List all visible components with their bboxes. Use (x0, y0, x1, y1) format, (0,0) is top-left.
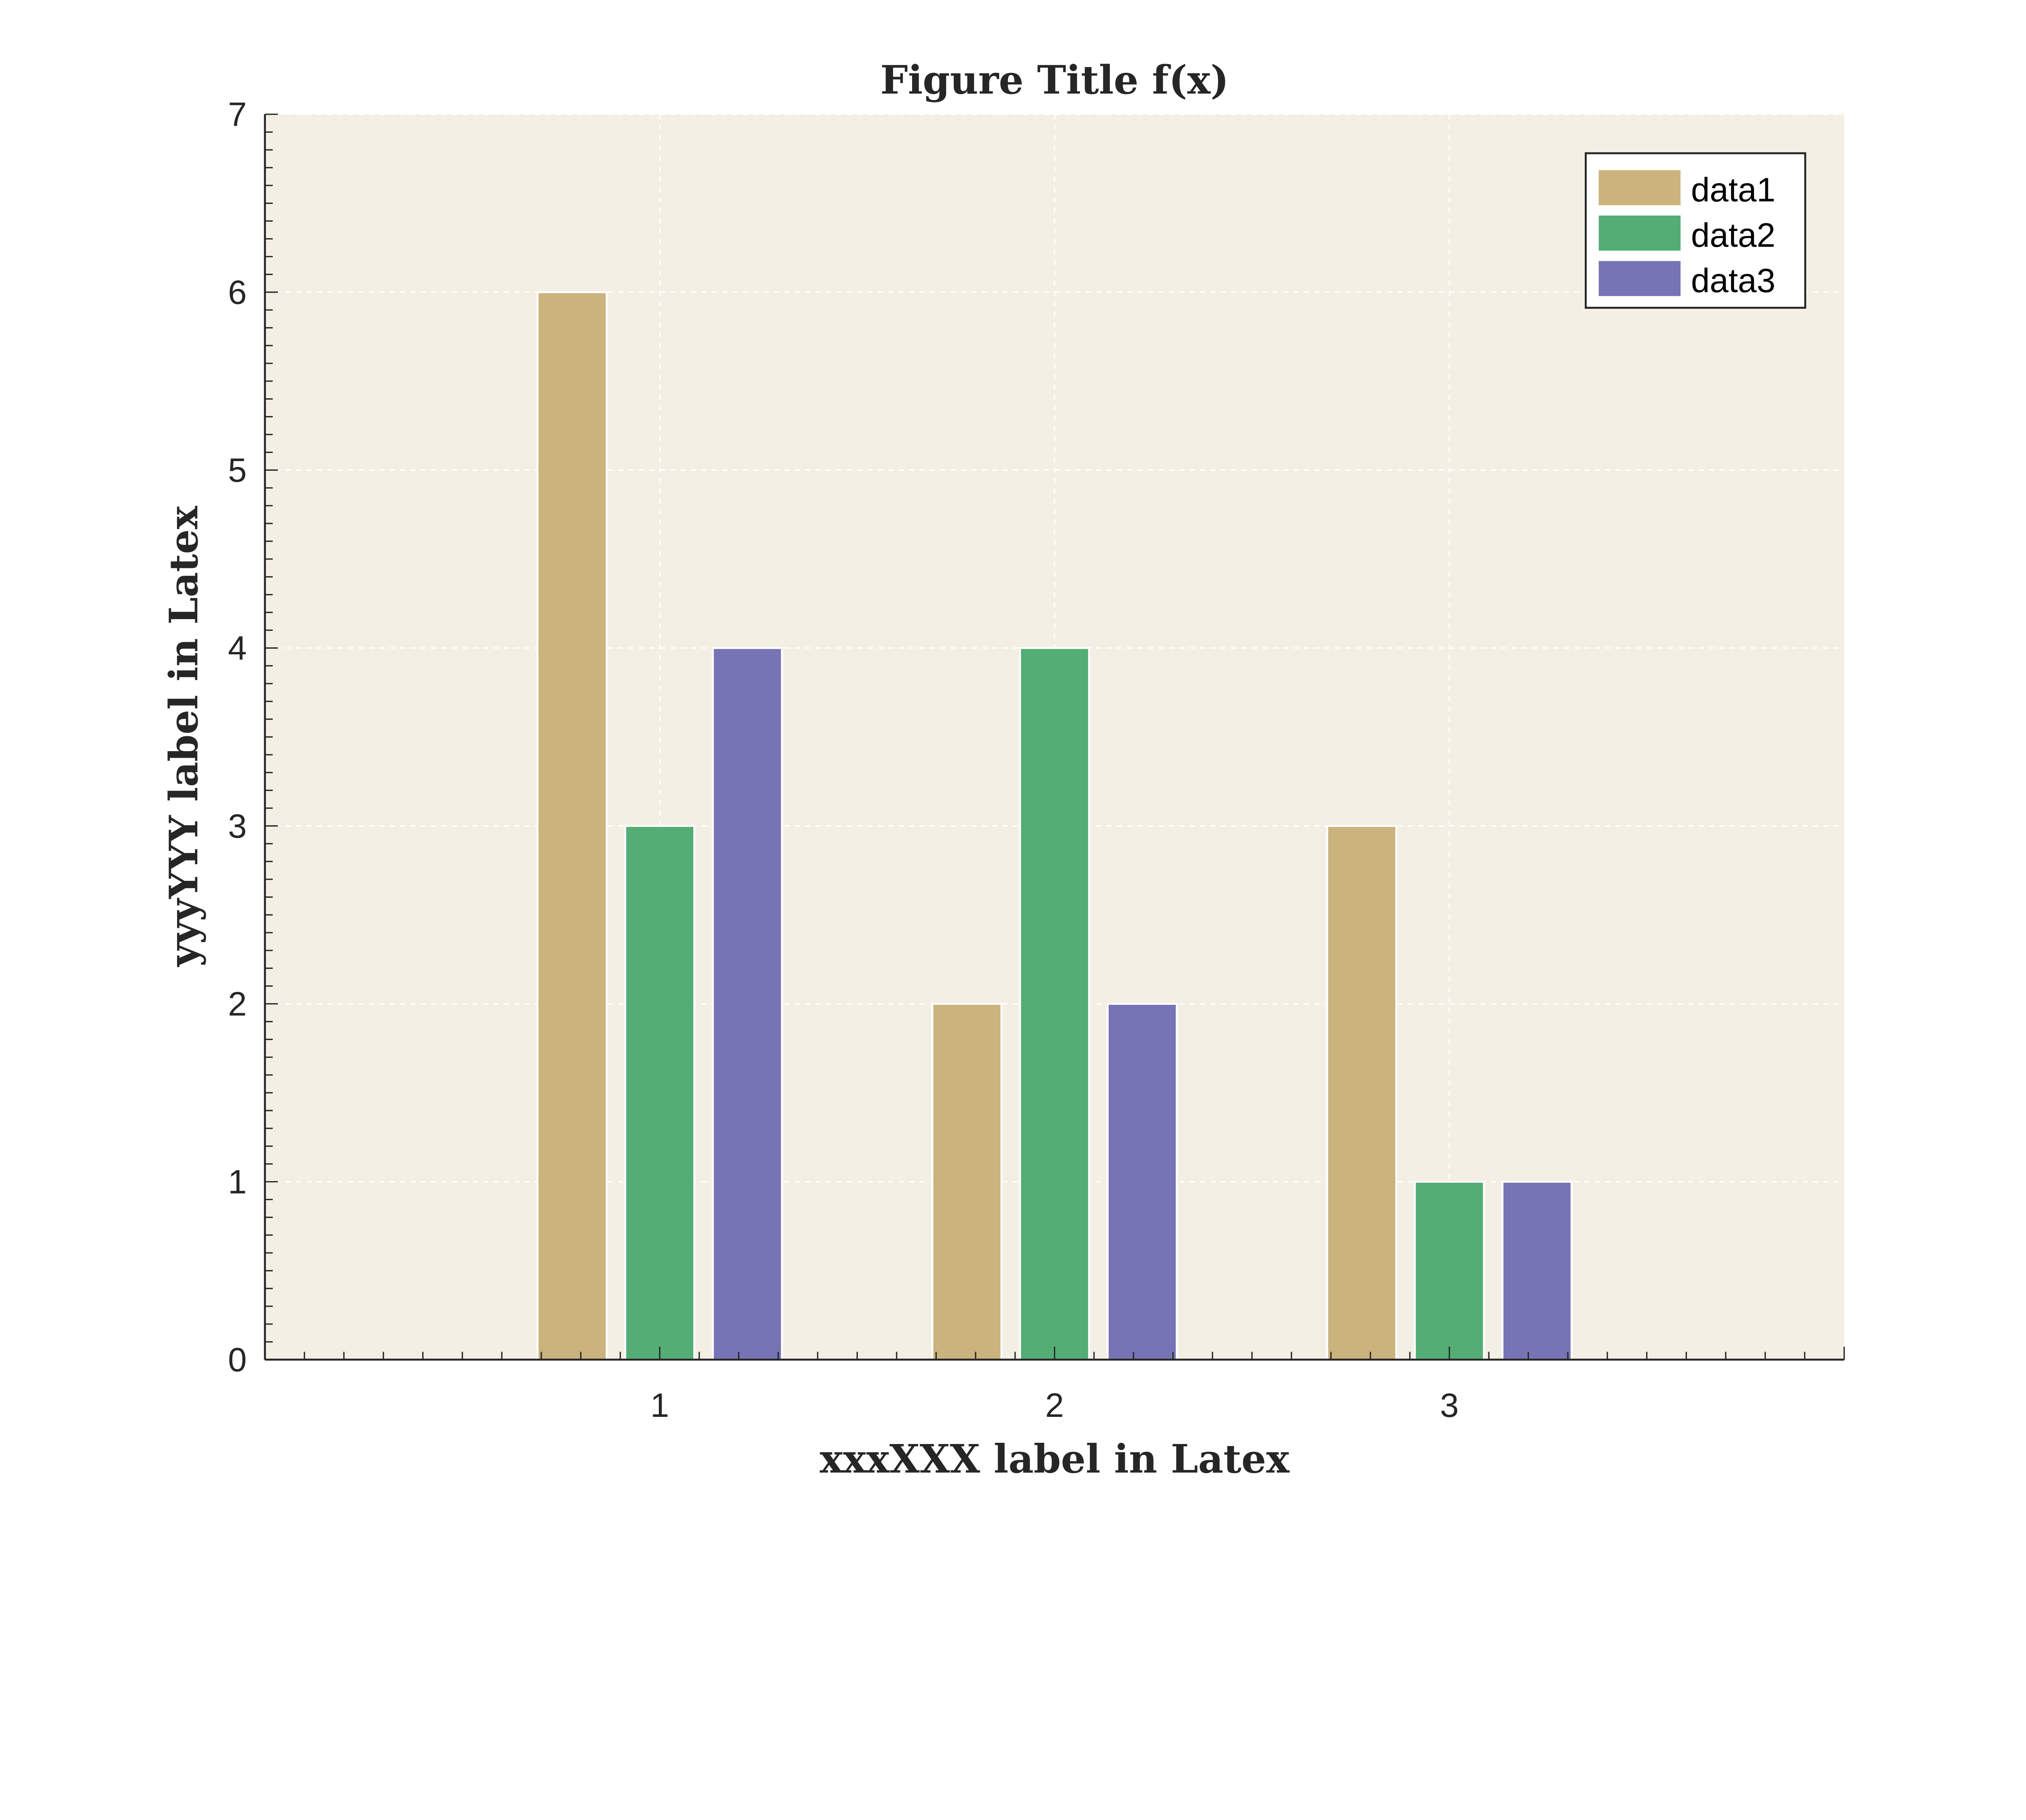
bar-data2 (1414, 1181, 1485, 1361)
y-tick-label: 2 (228, 985, 247, 1023)
legend-label-data3: data3 (1691, 262, 1776, 299)
bar-data3 (712, 647, 783, 1361)
y-tick-label: 6 (228, 273, 247, 311)
legend-swatch-data2 (1599, 216, 1681, 251)
axes (264, 113, 1845, 1361)
x-tick-label: 1 (650, 1386, 669, 1424)
bar-data1 (1326, 825, 1398, 1361)
tick-labels: 1 2 3 0 1 2 3 4 5 6 7 (228, 96, 1459, 1424)
bar-data3 (1107, 1003, 1178, 1361)
bar-chart: 1 2 3 0 1 2 3 4 5 6 7 Figure Title f(x) xxxXXX lab… (161, 57, 1845, 1482)
legend-swatch-data1 (1599, 170, 1681, 205)
bar-data2 (624, 825, 695, 1361)
y-tick-label: 7 (228, 96, 247, 133)
x-tick-label: 3 (1440, 1386, 1459, 1424)
chart-title: Figure Title f(x) (880, 57, 1229, 103)
legend-swatch-data3 (1599, 261, 1681, 296)
y-axis-label: yyyYYY label in Latex (161, 506, 207, 968)
legend-label-data1: data1 (1691, 171, 1776, 209)
legend-label-data2: data2 (1691, 216, 1776, 254)
bar-data1 (536, 291, 608, 1361)
bars (536, 291, 1573, 1361)
x-tick-label: 2 (1045, 1386, 1064, 1424)
bar-data1 (931, 1003, 1002, 1361)
x-axis-label: xxxXXX label in Latex (820, 1436, 1290, 1482)
legend: data1 data2 data3 (1585, 152, 1806, 309)
y-tick-label: 4 (228, 629, 247, 667)
y-tick-label: 0 (228, 1341, 247, 1379)
bar-data2 (1019, 647, 1090, 1361)
y-tick-label: 1 (228, 1163, 247, 1201)
y-tick-label: 5 (228, 451, 247, 489)
y-tick-label: 3 (228, 807, 247, 845)
bar-data3 (1501, 1181, 1573, 1361)
